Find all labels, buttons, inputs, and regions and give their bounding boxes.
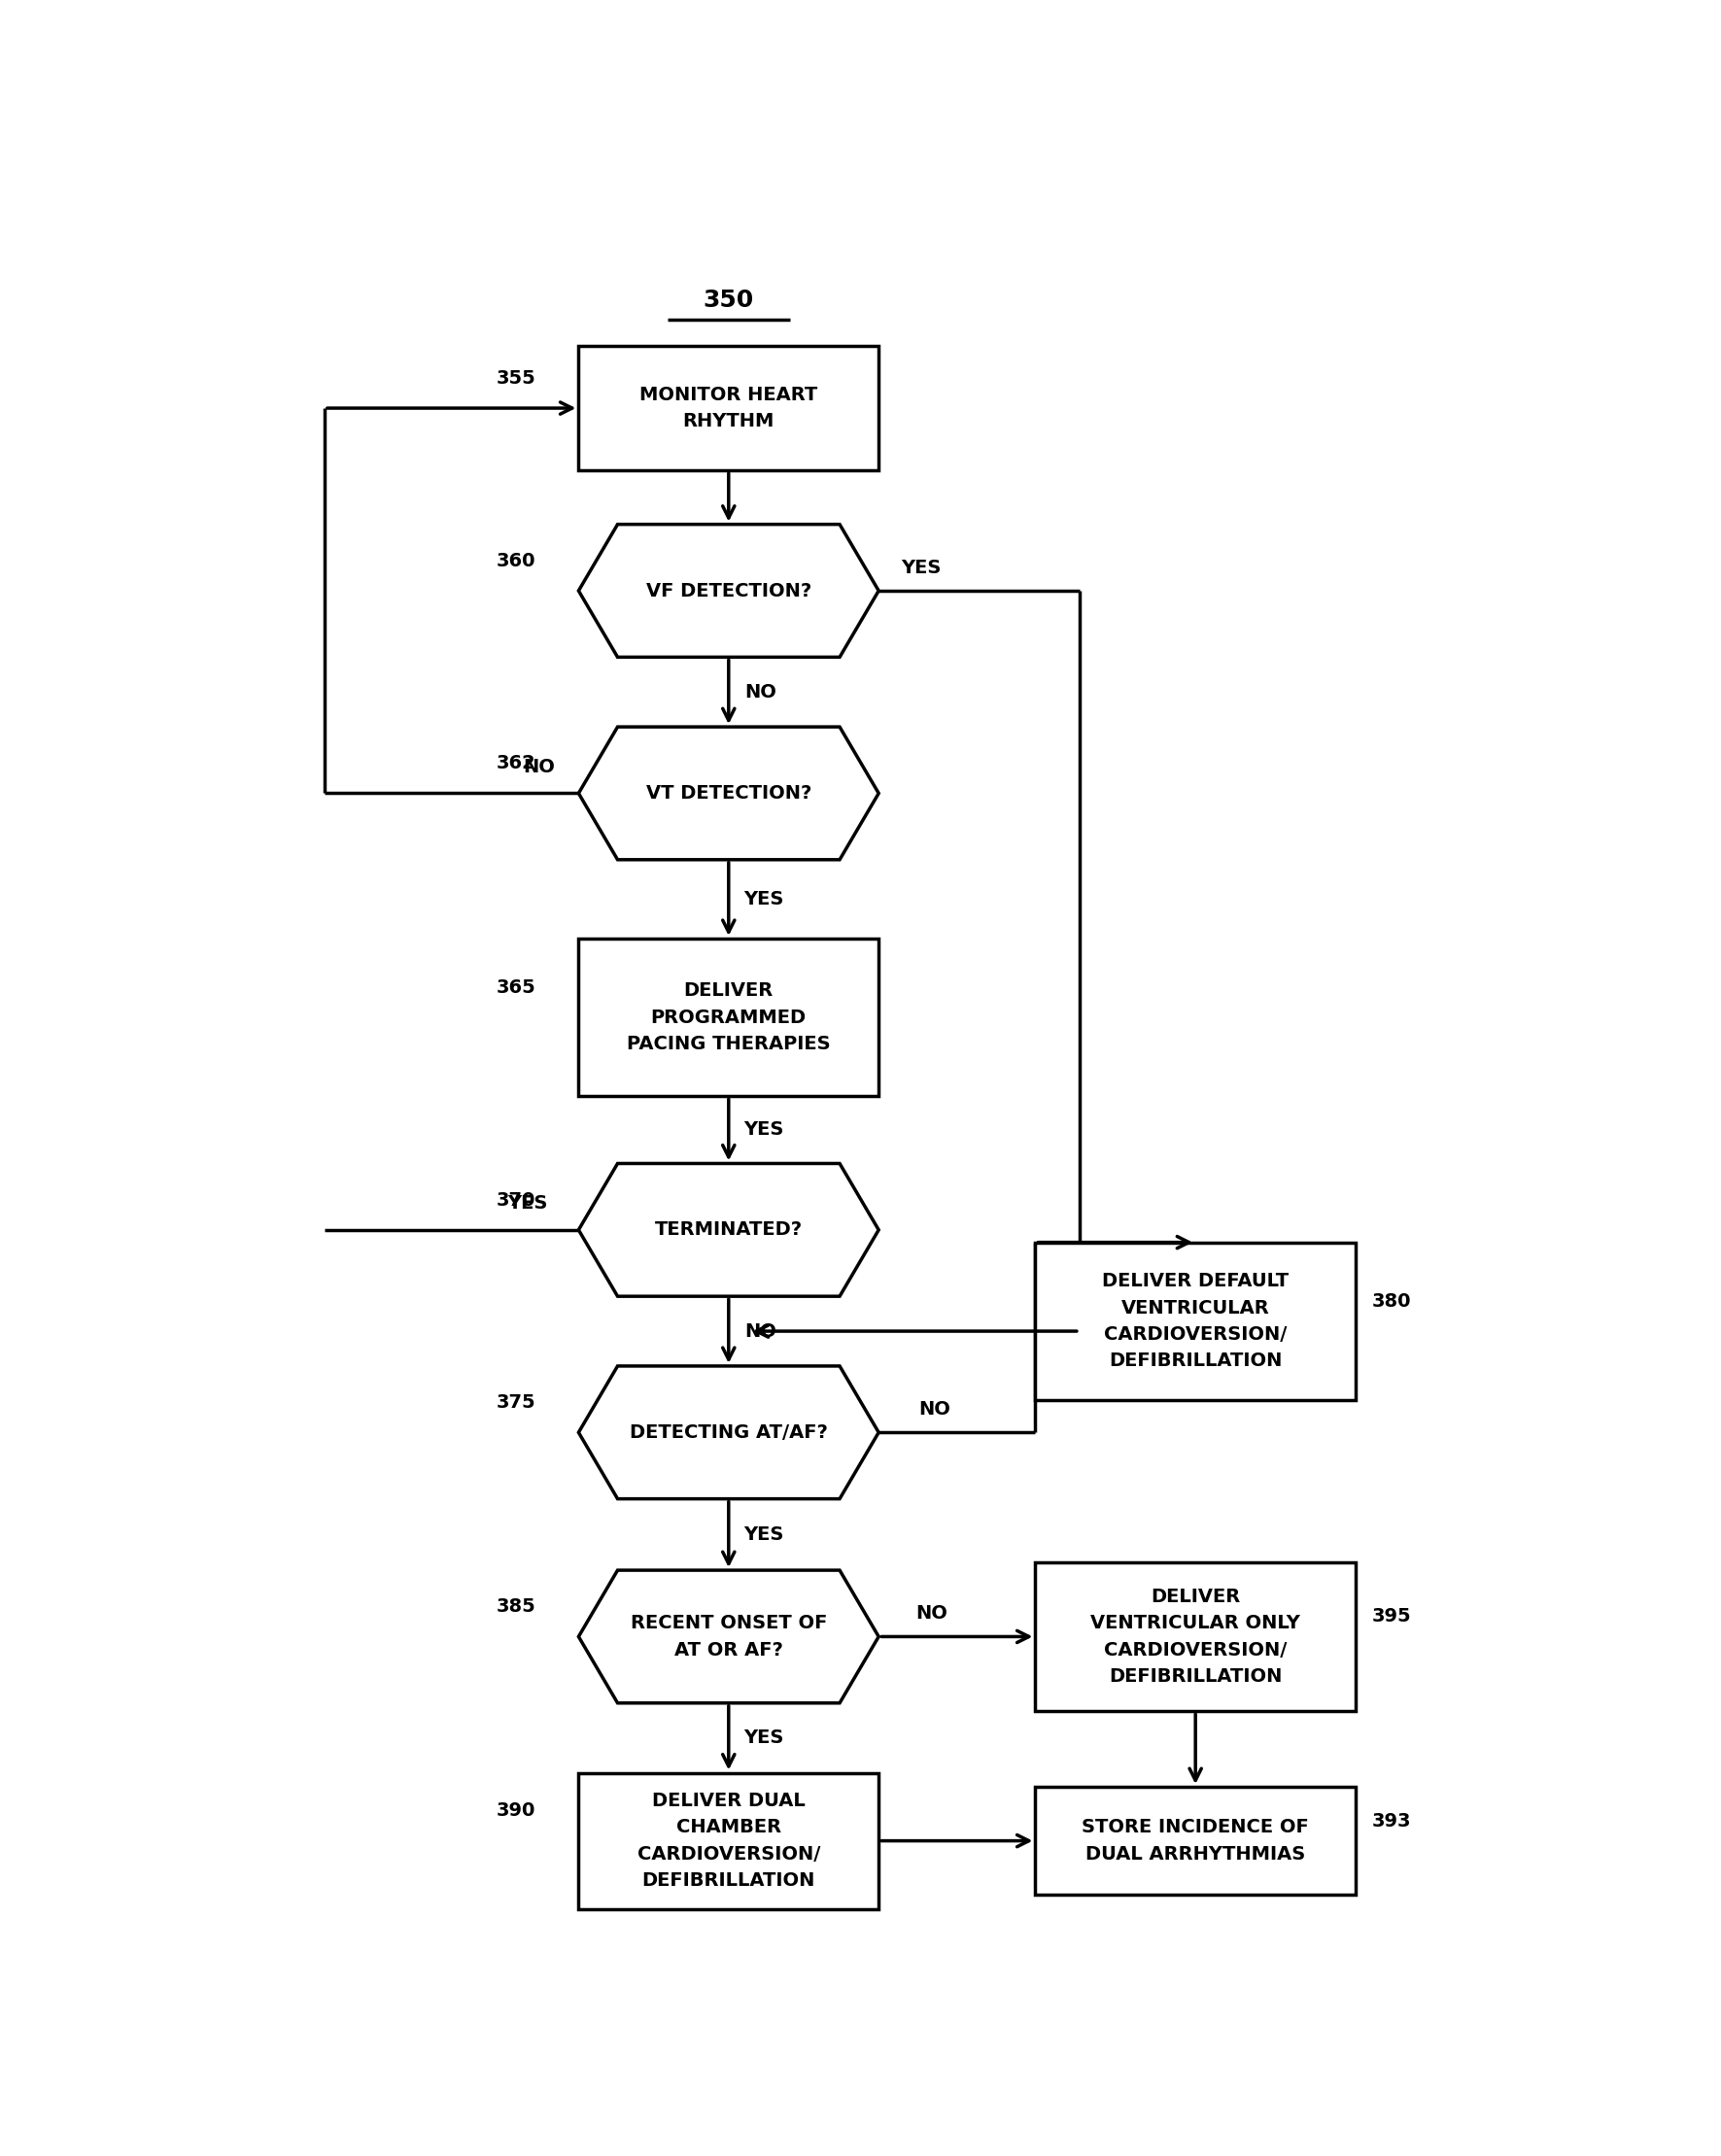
Polygon shape [578,1164,879,1296]
Polygon shape [578,727,879,860]
Text: 362: 362 [496,755,535,772]
Text: 365: 365 [496,979,535,996]
Text: 360: 360 [496,552,535,569]
FancyBboxPatch shape [578,1772,879,1908]
Text: YES: YES [743,890,783,908]
Text: YES: YES [508,1194,547,1212]
Text: VT DETECTION?: VT DETECTION? [645,785,811,802]
Text: DELIVER
PROGRAMMED
PACING THERAPIES: DELIVER PROGRAMMED PACING THERAPIES [626,981,831,1052]
FancyBboxPatch shape [1036,1242,1356,1399]
Text: 385: 385 [496,1598,535,1617]
Text: 350: 350 [704,289,754,313]
FancyBboxPatch shape [578,938,879,1095]
Text: YES: YES [743,1121,783,1138]
Text: 395: 395 [1372,1608,1411,1626]
Text: NO: NO [919,1399,950,1419]
Text: DELIVER
VENTRICULAR ONLY
CARDIOVERSION/
DEFIBRILLATION: DELIVER VENTRICULAR ONLY CARDIOVERSION/ … [1091,1587,1301,1686]
Text: NO: NO [745,1322,776,1341]
Polygon shape [578,1570,879,1703]
Text: TERMINATED?: TERMINATED? [654,1220,802,1240]
Polygon shape [578,1367,879,1498]
Text: 393: 393 [1372,1811,1411,1830]
FancyBboxPatch shape [578,345,879,470]
Text: RECENT ONSET OF
AT OR AF?: RECENT ONSET OF AT OR AF? [630,1615,828,1660]
Text: 355: 355 [496,369,535,388]
Text: DELIVER DEFAULT
VENTRICULAR
CARDIOVERSION/
DEFIBRILLATION: DELIVER DEFAULT VENTRICULAR CARDIOVERSIO… [1101,1272,1289,1371]
Text: DETECTING AT/AF?: DETECTING AT/AF? [630,1423,828,1442]
Text: NO: NO [745,683,776,701]
Polygon shape [578,524,879,658]
FancyBboxPatch shape [1036,1787,1356,1895]
Text: STORE INCIDENCE OF
DUAL ARRHYTHMIAS: STORE INCIDENCE OF DUAL ARRHYTHMIAS [1083,1818,1310,1863]
Text: DELIVER DUAL
CHAMBER
CARDIOVERSION/
DEFIBRILLATION: DELIVER DUAL CHAMBER CARDIOVERSION/ DEFI… [637,1792,821,1891]
Text: 390: 390 [496,1802,535,1820]
Text: YES: YES [743,1729,783,1746]
Text: NO: NO [916,1604,948,1623]
Text: NO: NO [523,757,554,776]
FancyBboxPatch shape [1036,1561,1356,1712]
Text: YES: YES [743,1524,783,1544]
Text: 380: 380 [1372,1291,1411,1311]
Text: 370: 370 [496,1190,535,1210]
Text: YES: YES [902,558,941,578]
Text: 375: 375 [496,1393,535,1412]
Text: MONITOR HEART
RHYTHM: MONITOR HEART RHYTHM [640,386,817,431]
Text: VF DETECTION?: VF DETECTION? [645,582,811,599]
